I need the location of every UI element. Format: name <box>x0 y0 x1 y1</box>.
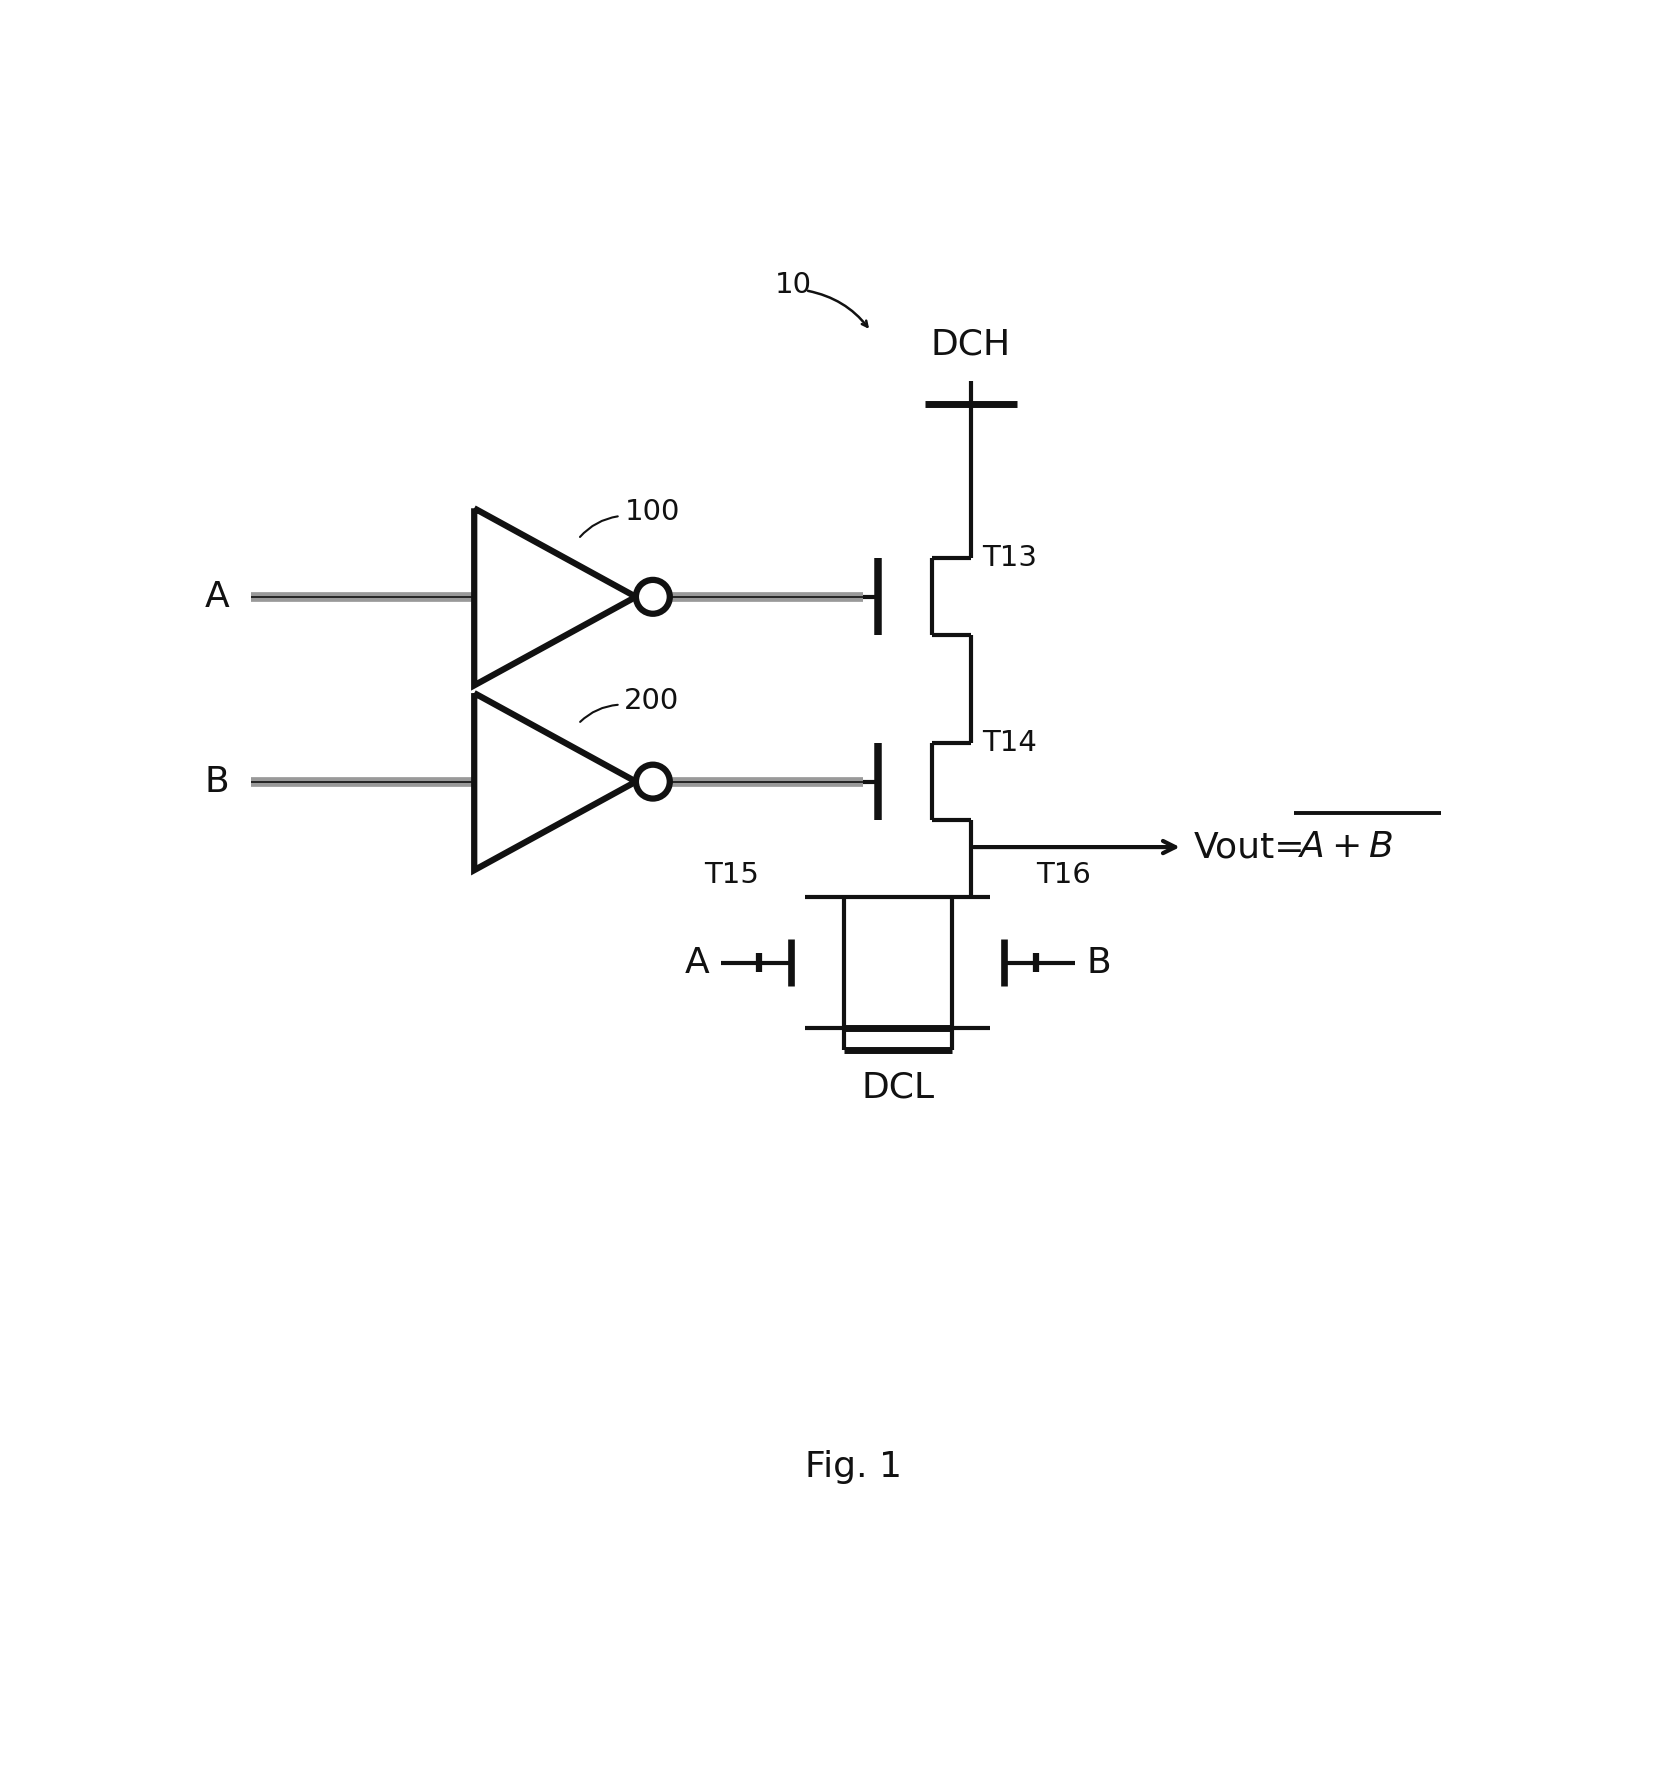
Text: $A + B$: $A + B$ <box>1298 830 1394 864</box>
Text: B: B <box>205 765 230 798</box>
Text: DCL: DCL <box>861 1070 935 1104</box>
Text: A: A <box>685 946 710 980</box>
Text: 10: 10 <box>775 270 811 299</box>
Text: T14: T14 <box>983 729 1038 757</box>
Circle shape <box>636 580 670 613</box>
Text: T13: T13 <box>983 544 1038 573</box>
Text: DCH: DCH <box>931 327 1011 363</box>
Text: A: A <box>205 580 230 613</box>
Text: T16: T16 <box>1036 861 1091 889</box>
Text: B: B <box>1086 946 1111 980</box>
Circle shape <box>636 765 670 798</box>
Text: Vout=: Vout= <box>1195 830 1306 864</box>
Text: Fig. 1: Fig. 1 <box>805 1449 903 1485</box>
Text: T15: T15 <box>705 861 760 889</box>
Text: 200: 200 <box>625 686 680 715</box>
Text: 100: 100 <box>625 498 680 526</box>
